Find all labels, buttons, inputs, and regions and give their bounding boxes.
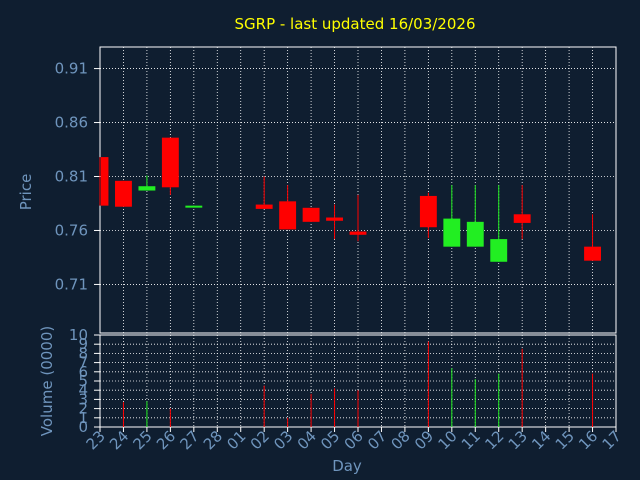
volume-tick-label: 5 <box>78 372 88 390</box>
volume-tick-label: 9 <box>78 335 88 353</box>
x-tick-label: 16 <box>575 427 601 453</box>
volume-axis-label: Volume (0000) <box>38 326 56 436</box>
x-tick-label: 14 <box>528 427 554 453</box>
x-tick-label: 06 <box>341 427 367 453</box>
x-tick-label: 28 <box>200 427 226 453</box>
price-panel: 0.71 0.76 0.81 0.86 0.91 <box>55 46 617 334</box>
candle-body <box>466 221 484 247</box>
x-tick-label: 26 <box>153 427 179 453</box>
volume-tick-label: 10 <box>69 326 88 344</box>
volume-tick-label: 6 <box>78 363 88 381</box>
x-tick-label: 15 <box>552 427 578 453</box>
price-tick-label: 0.81 <box>55 168 88 186</box>
candle-body <box>138 186 156 191</box>
x-axis-label: Day <box>332 457 362 475</box>
volume-tick-label: 3 <box>78 390 88 408</box>
x-tick-label: 17 <box>599 427 625 453</box>
candle-body <box>161 137 179 188</box>
volume-tick-label: 2 <box>78 400 88 418</box>
candle-body <box>115 180 132 207</box>
x-tick-label: 10 <box>434 427 460 453</box>
x-tick-label: 24 <box>106 427 132 453</box>
candle-body <box>443 218 461 247</box>
candle-body <box>490 239 508 262</box>
x-tick-label: 04 <box>294 427 320 453</box>
candle-body <box>185 205 203 208</box>
candle-body <box>279 201 297 230</box>
candle-body <box>302 207 320 222</box>
price-axis-label: Price <box>17 174 35 211</box>
x-tick-label: 02 <box>247 427 273 453</box>
volume-tick-label: 4 <box>78 381 88 399</box>
candle-body <box>513 214 531 223</box>
candle-body <box>101 157 109 206</box>
x-tick-label: 11 <box>458 427 484 453</box>
x-tick-label: 01 <box>223 427 249 453</box>
x-tick-label: 05 <box>317 427 343 453</box>
x-tick-label: 09 <box>411 427 437 453</box>
chart-title: SGRP - last updated 16/03/2026 <box>235 15 476 33</box>
candle-body <box>419 195 437 228</box>
price-tick-label: 0.91 <box>55 60 88 78</box>
volume-tick-label: 1 <box>78 409 88 427</box>
price-tick-label: 0.86 <box>55 114 88 132</box>
price-tick-label: 0.76 <box>55 221 88 239</box>
candle-body <box>326 217 343 221</box>
candle-body <box>349 231 367 235</box>
x-tick-label: 03 <box>270 427 296 453</box>
candle-body <box>255 204 273 209</box>
volume-tick-label: 8 <box>78 344 88 362</box>
x-tick-label: 13 <box>505 427 531 453</box>
candle-body <box>584 246 601 261</box>
volume-tick-label: 7 <box>78 354 88 372</box>
volume-tick-label: 0 <box>78 418 88 436</box>
x-tick-label: 08 <box>388 427 414 453</box>
x-tick-label: 12 <box>481 427 507 453</box>
x-tick-label: 25 <box>130 427 156 453</box>
volume-panel: 2324252627280102030405060708091011121314… <box>69 326 625 453</box>
price-tick-label: 0.71 <box>55 275 88 293</box>
x-tick-label: 07 <box>364 427 390 453</box>
x-tick-label: 27 <box>176 427 202 453</box>
